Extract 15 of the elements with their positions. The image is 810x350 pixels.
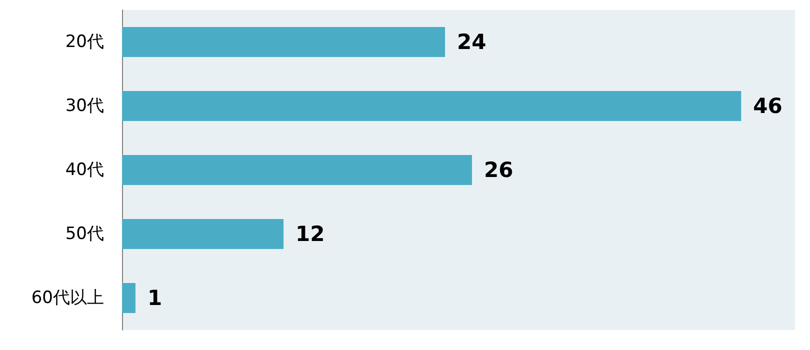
bar [122,283,136,313]
data-label: 12 [296,222,325,246]
data-label: 24 [457,30,486,54]
bar [122,27,446,57]
data-label: 46 [753,94,782,118]
bar [122,155,472,185]
y-tick-label: 20代 [65,32,104,52]
y-tick-label: 40代 [65,160,104,180]
y-tick-label: 60代以上 [31,288,104,308]
bar [122,91,742,121]
y-tick-label: 50代 [65,224,104,244]
bar [122,219,284,249]
data-label: 1 [147,286,162,310]
y-tick-label: 30代 [65,96,104,116]
data-label: 26 [484,158,514,182]
